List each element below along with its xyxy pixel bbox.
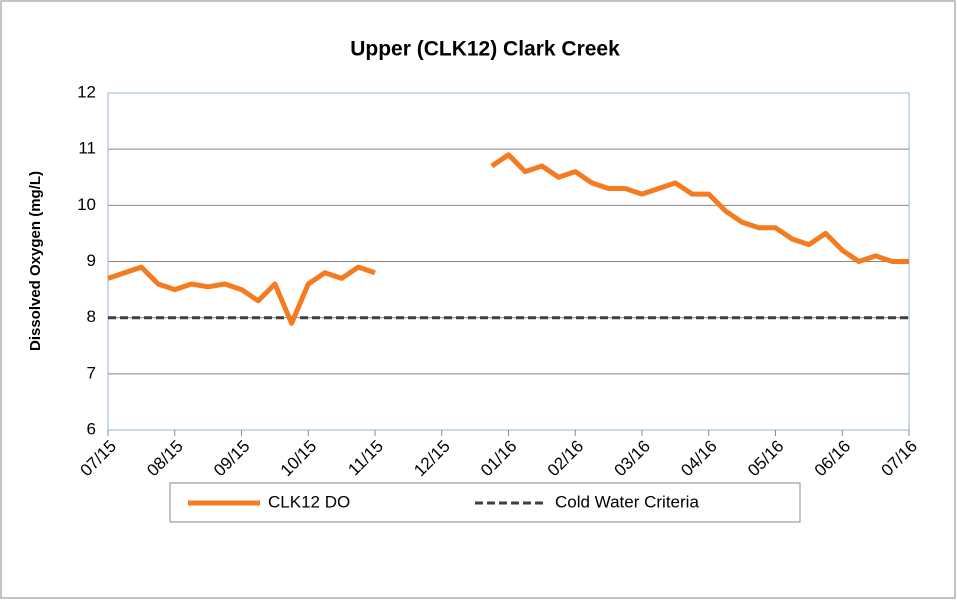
y-tick-label: 9 — [87, 251, 96, 270]
y-tick-label: 7 — [87, 363, 96, 382]
legend-label: Cold Water Criteria — [555, 492, 699, 511]
y-tick-label: 12 — [77, 82, 96, 101]
y-axis-label: Dissolved Oxygen (mg/L) — [27, 171, 44, 351]
y-tick-label: 10 — [77, 195, 96, 214]
series-line — [107, 152, 909, 326]
y-tick-label: 6 — [87, 419, 96, 438]
chart-title: Upper (CLK12) Clark Creek — [350, 38, 620, 61]
legend-label: CLK12 DO — [268, 492, 350, 511]
y-tick-label: 8 — [87, 307, 96, 326]
legend — [169, 482, 801, 523]
y-tick-label: 11 — [78, 139, 96, 158]
